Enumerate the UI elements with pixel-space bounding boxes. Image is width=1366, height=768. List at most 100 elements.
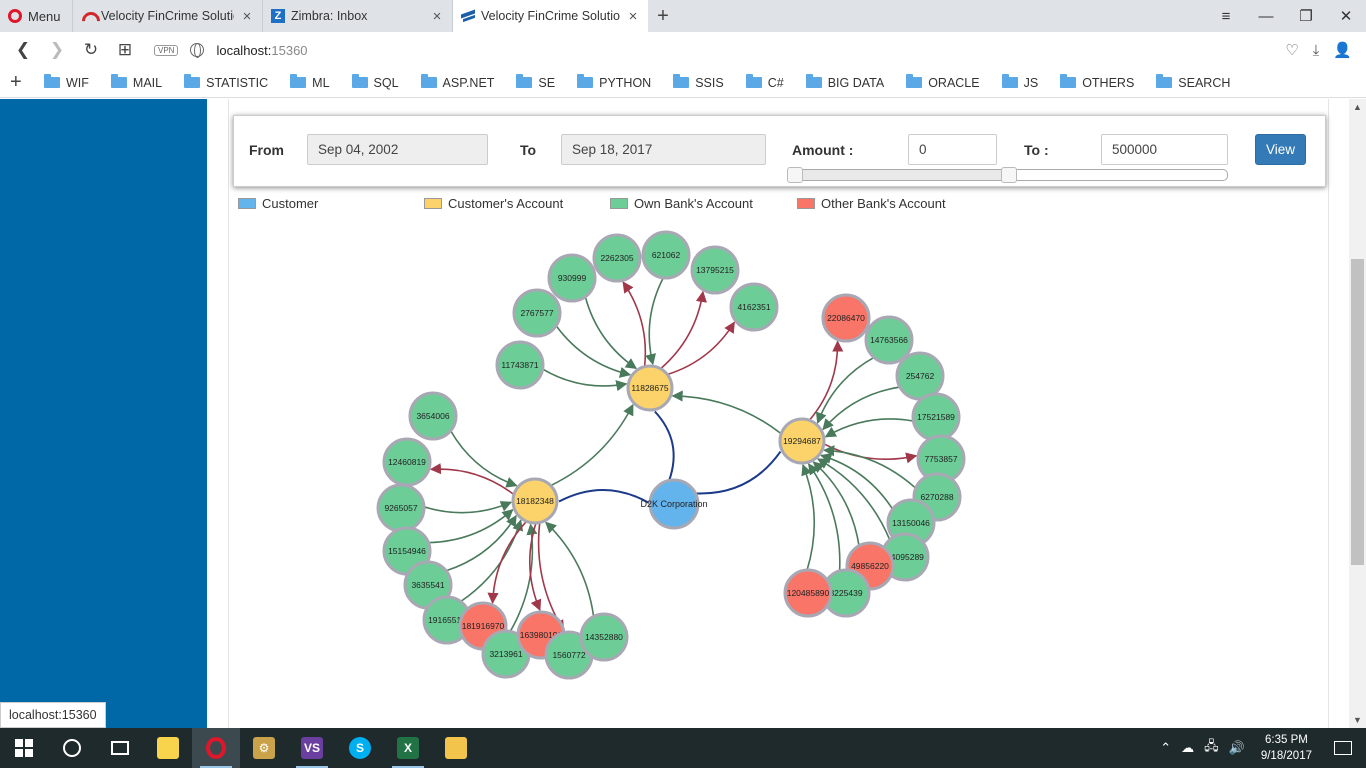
excel-icon[interactable]: X [384, 728, 432, 768]
add-bookmark-icon[interactable]: + [10, 71, 22, 93]
account-icon[interactable]: 👤 [1333, 42, 1352, 59]
graph-node-own-bank[interactable]: 3654006 [408, 391, 458, 441]
bookmark-folder[interactable]: ASP.NET [420, 74, 494, 90]
amount-min-input[interactable]: 0 [908, 134, 997, 165]
node-label: 19165510 [428, 615, 466, 625]
bookmark-folder[interactable]: PYTHON [577, 74, 651, 90]
graph-node-own-bank[interactable]: 2767577 [512, 288, 562, 338]
graph-node-own-bank[interactable]: 11743871 [495, 340, 545, 390]
graph-node-other-bank[interactable]: 120485890 [783, 568, 833, 618]
graph-node-own-bank[interactable]: 13795215 [690, 245, 740, 295]
graph-node-own-bank[interactable]: 14763566 [864, 315, 914, 365]
bookmark-folder[interactable]: SE [516, 74, 555, 90]
file-explorer-icon[interactable] [432, 728, 480, 768]
close-window-icon[interactable]: ✕ [1339, 8, 1353, 25]
tab-strip: Menu Velocity FinCrime Solution × Z Zimb… [0, 0, 1366, 32]
graph-node-own-bank[interactable]: 254762 [895, 351, 945, 401]
cortana-icon[interactable] [48, 728, 96, 768]
graph-node-own-bank[interactable]: 17521589 [911, 392, 961, 442]
graph-node-customer[interactable]: D2K Corporation [640, 478, 708, 530]
node-circle [821, 293, 871, 343]
close-tab-icon[interactable]: × [628, 7, 638, 25]
tools-icon[interactable]: ⚙ [240, 728, 288, 768]
vpn-badge[interactable]: VPN [154, 44, 179, 56]
skype-icon[interactable]: S [336, 728, 384, 768]
opera-icon[interactable] [192, 728, 240, 768]
slider-handle-min[interactable] [787, 167, 803, 183]
start-icon[interactable] [0, 728, 48, 768]
tab-menu-icon[interactable]: ≡ [1221, 7, 1231, 25]
page-scrollbar[interactable]: ▲ ▼ [1349, 99, 1366, 728]
graph-node-own-bank[interactable]: 12460819 [382, 437, 432, 487]
back-icon[interactable]: ❮ [15, 40, 31, 59]
to-date-input[interactable]: Sep 18, 2017 [561, 134, 766, 165]
graph-node-other-bank[interactable]: 22086470 [821, 293, 871, 343]
from-date-input[interactable]: Sep 04, 2002 [307, 134, 488, 165]
graph-node-own-bank[interactable]: 19165510 [422, 595, 472, 645]
tab-velocity-1[interactable]: Velocity FinCrime Solution × [72, 0, 262, 32]
bookmark-folder[interactable]: OTHERS [1060, 74, 1135, 90]
url-field[interactable]: localhost:15360 [216, 43, 307, 58]
new-tab-button[interactable]: + [657, 4, 669, 27]
amount-max-input[interactable]: 500000 [1101, 134, 1228, 165]
bookmark-folder[interactable]: BIG DATA [805, 74, 884, 90]
scrollbar-thumb[interactable] [1351, 259, 1364, 565]
bookmark-folder[interactable]: WIF [44, 74, 89, 90]
graph-node-own-bank[interactable]: 4162351 [729, 282, 779, 332]
visual-studio-icon[interactable]: VS [288, 728, 336, 768]
onedrive-icon[interactable]: ☁ [1181, 740, 1195, 755]
chevron-up-icon[interactable]: ⌃ [1160, 740, 1172, 755]
tab-title: Zimbra: Inbox [291, 9, 368, 23]
clock[interactable]: 6:35 PM 9/18/2017 [1261, 732, 1312, 764]
minimize-icon[interactable]: — [1258, 7, 1274, 25]
graph-node-customer-account[interactable]: 19294687 [778, 417, 826, 465]
task-view-icon[interactable] [96, 728, 144, 768]
node-label: 18182348 [516, 496, 554, 506]
scroll-up-icon[interactable]: ▲ [1353, 102, 1362, 112]
bookmark-folder[interactable]: SSIS [673, 74, 724, 90]
content-border [1328, 99, 1329, 728]
tab-zimbra[interactable]: Z Zimbra: Inbox × [262, 0, 452, 32]
graph-node-own-bank[interactable]: 2262305 [592, 233, 642, 283]
content-border [228, 99, 229, 728]
view-button[interactable]: View [1255, 134, 1306, 165]
bookmark-folder[interactable]: STATISTIC [184, 74, 268, 90]
sticky-notes-icon[interactable] [144, 728, 192, 768]
close-tab-icon[interactable]: × [432, 7, 442, 25]
bookmark-folder[interactable]: ORACLE [906, 74, 980, 90]
speed-dial-icon[interactable]: ⊞ [117, 40, 133, 59]
forward-icon[interactable]: ❯ [49, 40, 65, 59]
graph-link [695, 451, 782, 495]
graph-node-own-bank[interactable]: 621062 [641, 230, 691, 280]
node-label: 17521589 [917, 412, 955, 422]
tab-velocity-active[interactable]: Velocity FinCrime Solution × [452, 0, 648, 32]
amount-range-slider[interactable] [787, 167, 1228, 183]
volume-icon[interactable]: 🔊 [1228, 740, 1245, 755]
graph-node-own-bank[interactable]: 14352880 [579, 612, 629, 662]
opera-menu-button[interactable]: Menu [0, 0, 72, 32]
network-icon[interactable]: 🖧 [1204, 738, 1219, 753]
bookmark-folder[interactable]: JS [1001, 74, 1038, 90]
graph-node-own-bank[interactable]: 930999 [547, 253, 597, 303]
bookmark-folder[interactable]: MAIL [110, 74, 162, 90]
restore-icon[interactable]: ❐ [1299, 8, 1313, 25]
bookmark-folder[interactable]: SQL [351, 74, 399, 90]
graph-node-customer-account[interactable]: 11828675 [626, 364, 674, 412]
graph-node-customer-account[interactable]: 18182348 [511, 477, 559, 525]
action-center-icon[interactable] [1334, 741, 1352, 755]
reload-icon[interactable]: ↻ [83, 40, 99, 59]
scroll-down-icon[interactable]: ▼ [1353, 715, 1362, 725]
bookmark-folder[interactable]: C# [745, 74, 784, 90]
graph-node-own-bank[interactable]: 9265057 [376, 483, 426, 533]
bookmark-folder[interactable]: SEARCH [1156, 74, 1230, 90]
velocity-arc-icon [81, 9, 95, 23]
bookmark-folder[interactable]: ML [290, 74, 330, 90]
download-icon[interactable]: ⤓ [1312, 41, 1320, 59]
bookmark-label: OTHERS [1082, 75, 1135, 90]
amount-label: Amount : [792, 142, 854, 158]
heart-icon[interactable]: ♡ [1285, 42, 1299, 59]
close-tab-icon[interactable]: × [242, 7, 252, 25]
node-label: 14095289 [886, 552, 924, 562]
graph-link [667, 321, 735, 376]
slider-handle-max[interactable] [1000, 167, 1017, 183]
